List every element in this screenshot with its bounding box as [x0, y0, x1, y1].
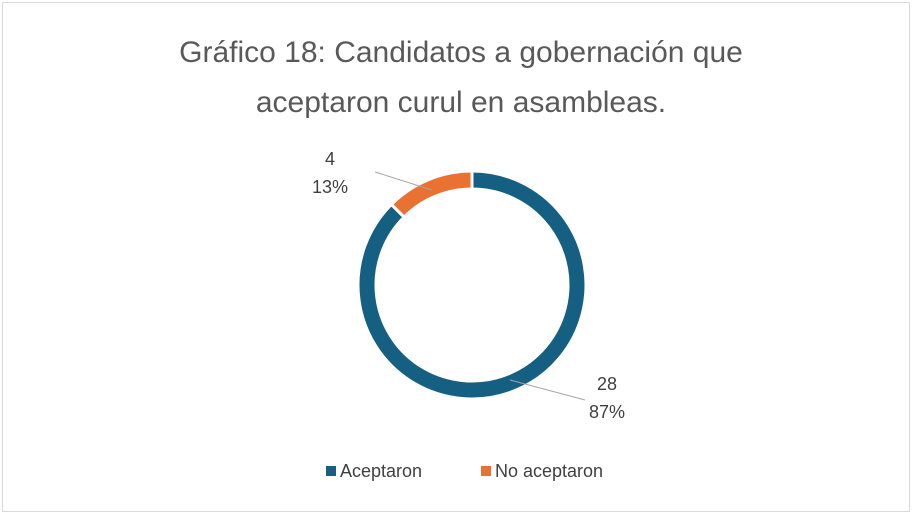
legend-swatch	[326, 466, 336, 476]
leader-line	[374, 171, 433, 191]
leader-line	[509, 379, 586, 401]
data-label: 28	[597, 374, 617, 394]
data-label-percent: 87%	[589, 402, 625, 422]
legend-swatch	[481, 466, 491, 476]
data-label-percent: 13%	[312, 177, 348, 197]
donut-slice	[356, 169, 588, 401]
donut-slice	[389, 169, 474, 220]
legend-label: Aceptaron	[340, 461, 422, 481]
legend-label: No aceptaron	[495, 461, 603, 481]
chart-title: Gráfico 18: Candidatos a gobernación que…	[179, 36, 743, 119]
data-label: 4	[325, 149, 335, 169]
